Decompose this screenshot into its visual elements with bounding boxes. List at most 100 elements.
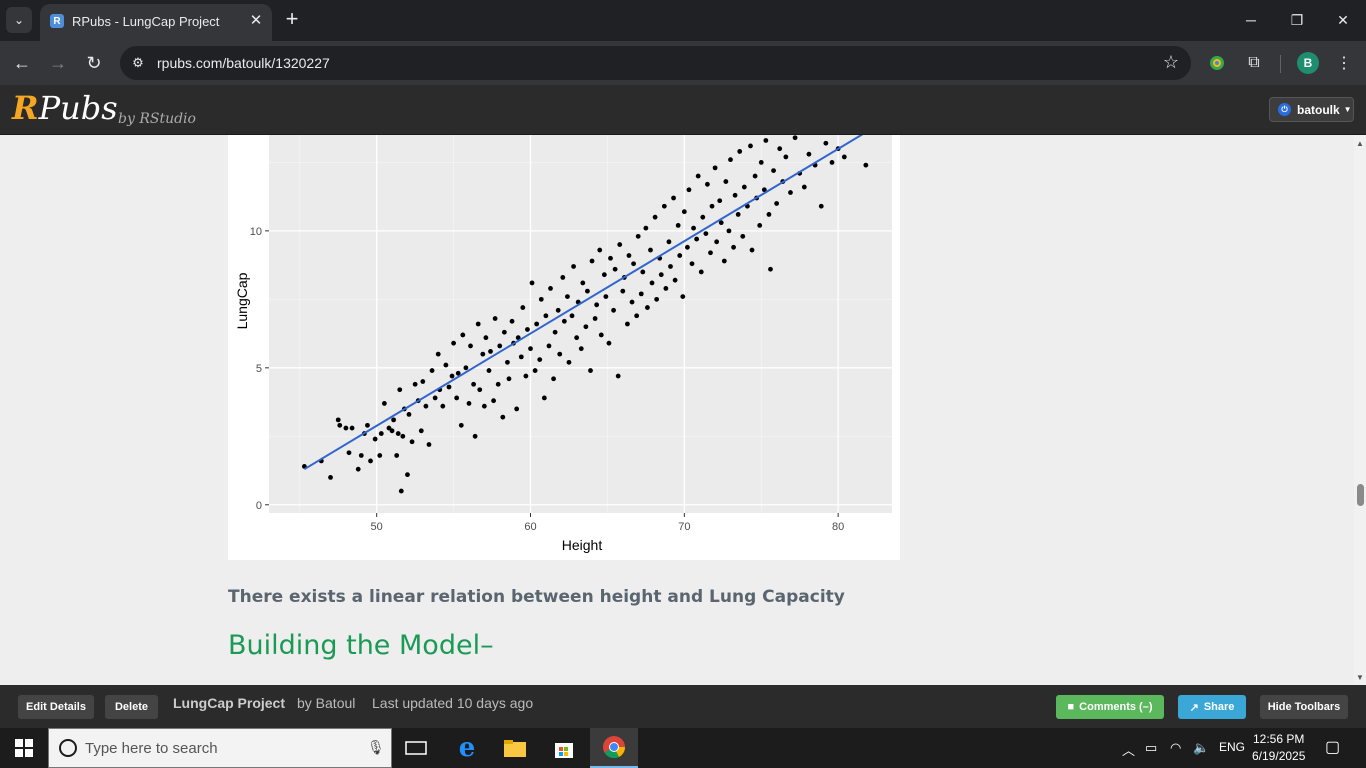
forward-button[interactable]: → <box>49 52 67 73</box>
data-point <box>726 228 732 234</box>
minimize-button[interactable]: ─ <box>1246 12 1256 28</box>
data-point <box>346 450 352 456</box>
data-point <box>666 239 672 245</box>
user-menu-button[interactable]: ⏻ batoulk ▼ <box>1269 97 1354 122</box>
data-point <box>694 236 700 242</box>
comments-button[interactable]: ■ Comments (–) <box>1056 695 1164 719</box>
last-updated-label: Last updated 10 days ago <box>372 695 534 711</box>
data-point <box>440 403 446 409</box>
task-view-icon[interactable] <box>392 728 440 768</box>
extension-icon[interactable] <box>1207 53 1227 73</box>
x-tick-label: 50 <box>371 521 383 533</box>
data-point <box>555 307 561 313</box>
site-info-icon[interactable]: ⚙ <box>132 55 144 70</box>
data-point <box>672 277 678 283</box>
back-button[interactable]: ← <box>13 52 31 73</box>
data-point <box>574 335 580 341</box>
data-point <box>671 195 676 201</box>
rpubs-header: RPubs by RStudio ⏻ batoulk ▼ <box>0 85 1366 135</box>
tab-search-button[interactable]: ⌄ <box>6 7 32 33</box>
data-point <box>537 357 543 363</box>
scroll-down-icon[interactable]: ▼ <box>1356 673 1364 682</box>
data-point <box>777 146 783 152</box>
data-point <box>695 173 701 179</box>
data-point <box>400 433 406 439</box>
data-point <box>681 209 687 215</box>
edge-browser-icon[interactable]: e <box>458 733 476 763</box>
data-point <box>732 192 738 198</box>
data-point <box>365 422 370 428</box>
reload-button[interactable]: ↻ <box>86 52 102 73</box>
data-point <box>663 285 669 291</box>
data-point <box>377 453 383 458</box>
x-tick-label: 80 <box>832 521 844 533</box>
chrome-browser-icon[interactable] <box>590 728 638 768</box>
data-point <box>740 233 746 239</box>
microphone-icon[interactable]: 🎙 <box>367 739 385 755</box>
hide-toolbars-button[interactable]: Hide Toolbars <box>1260 695 1348 719</box>
data-point <box>394 453 400 458</box>
address-bar[interactable]: ⚙ rpubs.com/batoulk/1320227 ☆ <box>120 46 1191 80</box>
menu-kebab-icon[interactable]: ⋮ <box>1336 55 1352 72</box>
data-point <box>774 201 780 206</box>
data-point <box>668 264 673 269</box>
data-point <box>611 307 616 313</box>
volume-icon[interactable]: 🔈 <box>1193 740 1210 755</box>
profile-avatar[interactable]: B <box>1297 52 1319 74</box>
data-point <box>455 370 461 376</box>
wifi-icon[interactable]: ◠ <box>1170 740 1182 755</box>
y-axis-label: LungCap <box>234 272 250 329</box>
close-window-button[interactable]: ✕ <box>1337 11 1349 28</box>
new-tab-button[interactable]: + <box>285 6 299 31</box>
rpubs-logo[interactable]: RPubs <box>12 89 118 127</box>
notifications-icon[interactable]: ▢ <box>1325 739 1341 756</box>
data-point <box>592 316 598 321</box>
browser-tab[interactable]: R RPubs - LungCap Project ✕ <box>40 4 272 41</box>
data-point <box>640 269 646 275</box>
caret-down-icon: ▼ <box>1343 105 1352 114</box>
plot-panel <box>269 135 892 513</box>
data-point <box>423 403 429 409</box>
clock-time: 12:56 PM <box>1253 732 1305 746</box>
data-point <box>500 414 506 420</box>
page-scrollbar[interactable]: ▲ ▼ <box>1354 135 1366 685</box>
data-point <box>551 376 556 382</box>
data-point <box>626 253 632 258</box>
tab-close-icon[interactable]: ✕ <box>249 12 263 29</box>
data-point <box>406 411 412 417</box>
restore-button[interactable]: ❐ <box>1290 11 1304 28</box>
y-tick-label: 10 <box>250 226 262 238</box>
data-point <box>543 313 549 319</box>
share-button[interactable]: ↗ Share <box>1178 695 1246 719</box>
bookmark-star-icon[interactable]: ☆ <box>1162 52 1179 72</box>
scroll-thumb[interactable] <box>1357 484 1364 506</box>
file-explorer-icon[interactable] <box>491 728 539 768</box>
store-icon[interactable] <box>540 728 588 768</box>
extensions-puzzle-icon[interactable]: ⧉ <box>1248 54 1260 71</box>
data-point <box>561 318 567 324</box>
clock-date: 6/19/2025 <box>1252 749 1306 763</box>
data-point <box>801 184 807 190</box>
data-point <box>557 351 563 357</box>
show-hidden-icons-chevron-icon[interactable]: ︿ <box>1122 743 1136 758</box>
document-title: LungCap Project <box>173 695 286 711</box>
edit-details-button[interactable]: Edit Details <box>18 695 94 719</box>
scatter-plot: 50 60 70 80 0 5 10 Height LungCap <box>234 135 892 553</box>
data-point <box>768 266 773 272</box>
data-point <box>741 184 747 190</box>
windows-start-button[interactable] <box>0 728 48 768</box>
data-point <box>863 162 869 168</box>
data-point <box>432 395 438 401</box>
taskbar-search[interactable]: Type here to search 🎙 <box>48 728 392 768</box>
data-point <box>477 387 483 393</box>
battery-icon[interactable]: ▭ <box>1145 740 1158 755</box>
language-indicator[interactable]: ENG <box>1219 740 1246 754</box>
username: batoulk <box>1297 102 1340 117</box>
data-point <box>645 305 650 310</box>
delete-button[interactable]: Delete <box>105 695 158 719</box>
data-point <box>771 168 776 174</box>
data-point <box>443 362 449 368</box>
system-clock[interactable]: 12:56 PM 6/19/2025 <box>1252 731 1305 765</box>
scroll-up-icon[interactable]: ▲ <box>1356 139 1364 148</box>
data-point <box>449 373 455 379</box>
